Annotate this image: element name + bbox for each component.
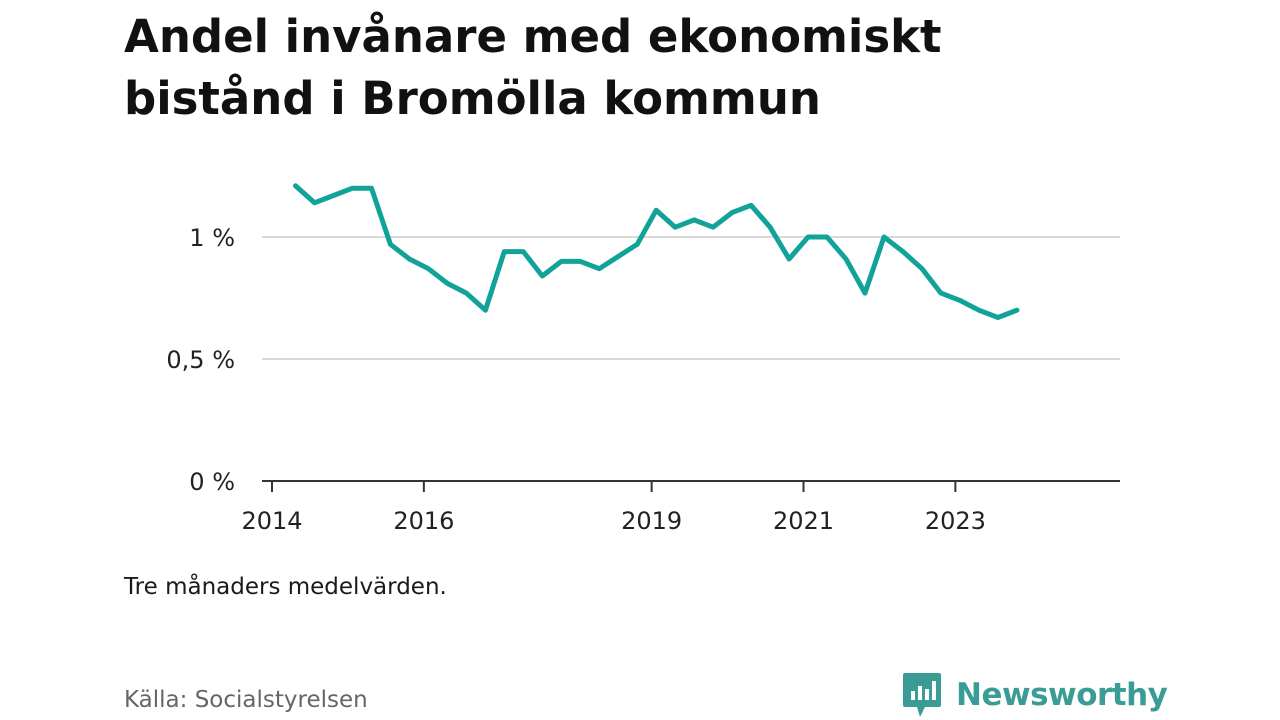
x-tick-label: 2016 [393, 507, 454, 535]
data-point [331, 193, 336, 198]
data-point [749, 203, 754, 208]
data-point [350, 186, 355, 191]
x-axis: 2014 2016 2019 2021 2023 [241, 480, 1120, 535]
data-point [938, 291, 943, 296]
y-axis-ticks: 0 % 0,5 % 1 % [166, 224, 235, 496]
data-point [730, 210, 735, 215]
data-point [711, 225, 716, 230]
data-point [407, 256, 412, 261]
x-tick-label: 2014 [241, 507, 302, 535]
data-point [1014, 308, 1019, 313]
x-tick-label: 2021 [773, 507, 834, 535]
data-point [597, 266, 602, 271]
data-point [654, 208, 659, 213]
data-point [293, 183, 298, 188]
data-point [559, 259, 564, 264]
data-point [369, 186, 374, 191]
data-point [445, 281, 450, 286]
brand-name: Newsworthy [956, 677, 1168, 713]
data-point [502, 249, 507, 254]
gridlines [262, 236, 1120, 360]
data-point [957, 298, 962, 303]
y-tick-label: 0 % [189, 468, 235, 496]
series-line [293, 183, 1020, 320]
data-point [673, 225, 678, 230]
data-point [521, 249, 526, 254]
data-point [635, 242, 640, 247]
data-point [464, 291, 469, 296]
data-point [863, 291, 868, 296]
data-point [426, 266, 431, 271]
brand-logo: Newsworthy [902, 670, 1168, 720]
data-point [312, 200, 317, 205]
data-point [919, 266, 924, 271]
data-point [578, 259, 583, 264]
chart-title: Andel invånare med ekonomiskt bistånd i … [124, 10, 942, 125]
data-point [900, 249, 905, 254]
data-point [844, 256, 849, 261]
data-point [881, 235, 886, 240]
x-tick-label: 2023 [925, 507, 986, 535]
data-point [388, 242, 393, 247]
newsworthy-logo-icon [903, 673, 941, 717]
data-point [995, 315, 1000, 320]
source-text: Källa: Socialstyrelsen [124, 687, 368, 713]
data-point [692, 217, 697, 222]
data-point [787, 256, 792, 261]
data-point [483, 308, 488, 313]
data-point [806, 235, 811, 240]
data-point [616, 254, 621, 259]
x-tick-label: 2019 [621, 507, 682, 535]
y-tick-label: 1 % [189, 224, 235, 252]
data-point [768, 225, 773, 230]
data-point [825, 235, 830, 240]
data-point [540, 274, 545, 279]
chart-note: Tre månaders medelvärden. [124, 574, 447, 600]
series-layer [293, 183, 1020, 320]
data-point [976, 308, 981, 313]
y-tick-label: 0,5 % [166, 346, 235, 374]
